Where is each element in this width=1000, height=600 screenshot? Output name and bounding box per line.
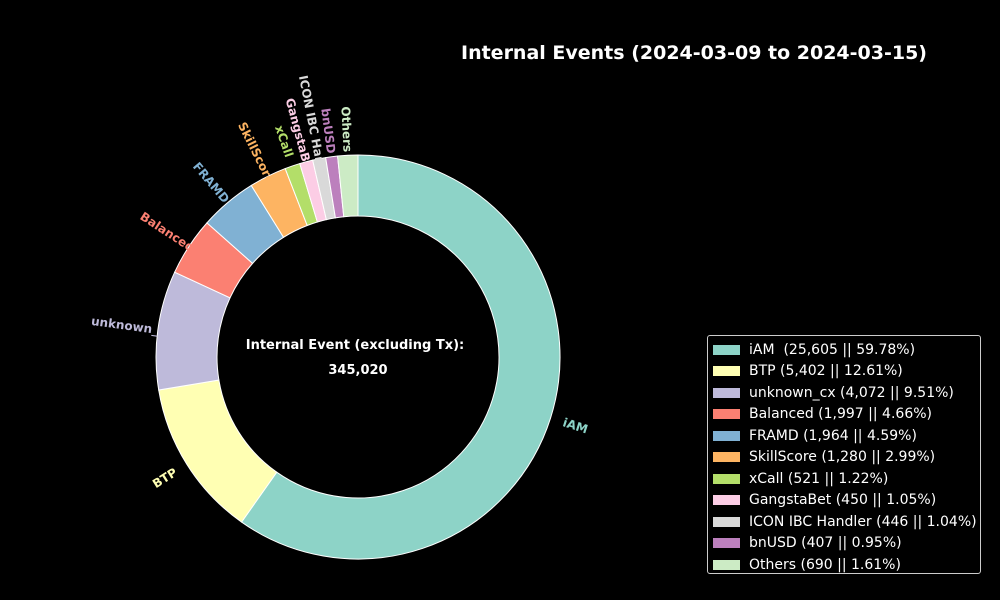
- legend-swatch: [712, 558, 741, 571]
- legend-item-iam: iAM (25,605 || 59.78%): [712, 339, 980, 361]
- legend-swatch: [712, 365, 741, 378]
- slice-label-iam: iAM: [561, 415, 589, 436]
- slice-label-balanced: Balanced: [138, 209, 197, 255]
- legend-item-gangstabet: GangstaBet (450 || 1.05%): [712, 490, 980, 512]
- legend-item-others: Others (690 || 1.61%): [712, 554, 980, 576]
- legend-item-unknown-cx: unknown_cx (4,072 || 9.51%): [712, 382, 980, 404]
- legend-swatch: [712, 408, 741, 421]
- chart-legend: iAM (25,605 || 59.78%) BTP (5,402 || 12.6…: [707, 335, 981, 574]
- legend-item-xcall: xCall (521 || 1.22%): [712, 468, 980, 490]
- legend-label: BTP (5,402 || 12.61%): [749, 363, 903, 380]
- legend-swatch: [712, 386, 741, 399]
- legend-swatch: [712, 451, 741, 464]
- legend-label: iAM (25,605 || 59.78%): [749, 341, 916, 358]
- slice-others: [337, 154, 359, 218]
- slice-label-framd: FRAMD: [190, 160, 232, 206]
- legend-item-framd: FRAMD (1,964 || 4.59%): [712, 425, 980, 447]
- slice-label-others: Others: [338, 106, 354, 152]
- legend-item-skillscore: SkillScore (1,280 || 2.99%): [712, 447, 980, 469]
- slice-iam: [240, 154, 561, 560]
- slice-label-bnusd: bnUSD: [318, 107, 338, 154]
- center-total: 345,020: [328, 363, 387, 378]
- center-label: Internal Event (excluding Tx):: [246, 338, 465, 353]
- legend-label: FRAMD (1,964 || 4.59%): [749, 427, 917, 444]
- legend-swatch: [712, 494, 741, 507]
- legend-swatch: [712, 343, 741, 356]
- legend-item-icon-ibc-handler: ICON IBC Handler (446 || 1.04%): [712, 511, 980, 533]
- legend-swatch: [712, 515, 741, 528]
- legend-item-btp: BTP (5,402 || 12.61%): [712, 361, 980, 383]
- legend-swatch: [712, 537, 741, 550]
- legend-label: xCall (521 || 1.22%): [749, 470, 889, 487]
- slice-label-skillscore: SkillScore: [235, 120, 277, 186]
- legend-label: bnUSD (407 || 0.95%): [749, 535, 902, 552]
- legend-label: unknown_cx (4,072 || 9.51%): [749, 384, 954, 401]
- legend-label: GangstaBet (450 || 1.05%): [749, 492, 937, 509]
- legend-item-bnusd: bnUSD (407 || 0.95%): [712, 533, 980, 555]
- slice-label-btp: BTP: [150, 465, 180, 491]
- legend-label: SkillScore (1,280 || 2.99%): [749, 449, 936, 466]
- legend-label: ICON IBC Handler (446 || 1.04%): [749, 513, 977, 530]
- legend-item-balanced: Balanced (1,997 || 4.66%): [712, 404, 980, 426]
- legend-label: Balanced (1,997 || 4.66%): [749, 406, 932, 423]
- legend-swatch: [712, 472, 741, 485]
- legend-swatch: [712, 429, 741, 442]
- legend-label: Others (690 || 1.61%): [749, 556, 901, 573]
